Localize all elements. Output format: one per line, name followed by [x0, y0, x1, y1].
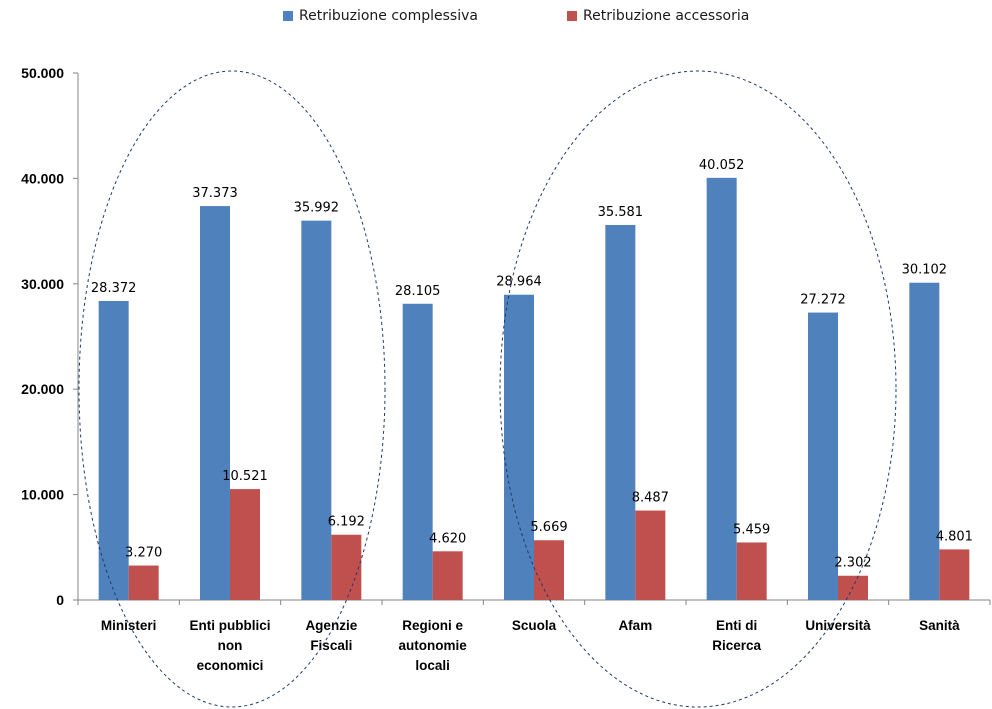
data-label-complessiva: 28.105 — [395, 284, 441, 299]
bar-complessiva — [808, 312, 838, 600]
category-label: Fiscali — [310, 638, 352, 653]
y-tick-label: 30.000 — [21, 276, 64, 292]
bar-complessiva — [200, 206, 230, 601]
bar-complessiva — [909, 282, 940, 600]
category-label: economici — [197, 658, 264, 673]
y-tick-label: 40.000 — [21, 170, 64, 186]
legend-item-accessoria: Retribuzione accessoria — [567, 8, 749, 24]
category-label: Enti di — [716, 618, 757, 633]
bar-accessoria — [534, 540, 564, 600]
data-label-accessoria: 4.620 — [429, 531, 466, 546]
category-label: Ministeri — [101, 618, 157, 633]
legend: Retribuzione complessiva Retribuzione ac… — [0, 8, 992, 32]
data-label-accessoria: 3.270 — [125, 546, 162, 561]
bar-complessiva — [504, 294, 534, 600]
bar-accessoria — [736, 542, 767, 600]
category-label: Regioni e — [402, 618, 463, 633]
data-label-accessoria: 5.459 — [733, 522, 770, 537]
bar-complessiva — [402, 303, 433, 600]
category-label: Università — [805, 618, 871, 633]
legend-label-accessoria: Retribuzione accessoria — [583, 8, 750, 24]
data-label-complessiva: 40.052 — [699, 158, 745, 173]
data-label-complessiva: 37.373 — [192, 186, 238, 201]
annotation-ellipse-right — [499, 70, 897, 708]
y-tick-label: 10.000 — [21, 487, 64, 503]
data-label-complessiva: 30.102 — [902, 263, 948, 278]
bar-complessiva — [706, 177, 737, 600]
category-label: Enti pubblici — [190, 618, 271, 633]
category-label: non — [218, 638, 243, 653]
bar-accessoria — [128, 565, 159, 600]
legend-swatch-accessoria — [567, 11, 577, 21]
bar-accessoria — [230, 489, 260, 600]
bar-accessoria — [939, 549, 970, 600]
data-label-complessiva: 35.992 — [294, 201, 340, 216]
data-label-complessiva: 28.964 — [496, 275, 542, 290]
data-label-accessoria: 6.192 — [328, 515, 365, 530]
category-label: Sanità — [919, 618, 960, 633]
bar-complessiva — [605, 224, 636, 600]
data-label-complessiva: 35.581 — [598, 205, 644, 220]
category-label: locali — [415, 658, 450, 673]
category-label: Agenzie — [305, 618, 357, 633]
bar-accessoria — [432, 551, 463, 600]
bar-complessiva — [301, 220, 332, 600]
data-label-accessoria: 10.521 — [222, 469, 268, 484]
y-tick-label: 0 — [56, 592, 64, 608]
y-tick-label: 20.000 — [21, 381, 64, 397]
bar-complessiva — [98, 300, 129, 600]
category-label: Ricerca — [712, 638, 761, 653]
data-label-accessoria: 8.487 — [632, 491, 669, 506]
category-label: Afam — [618, 618, 652, 633]
data-label-complessiva: 27.272 — [800, 293, 846, 308]
category-label: autonomie — [399, 638, 468, 653]
data-label-accessoria: 5.669 — [530, 520, 567, 535]
bar-accessoria — [635, 510, 666, 600]
legend-swatch-complessiva — [283, 11, 293, 21]
y-tick-label: 50.000 — [21, 65, 64, 81]
category-label: Scuola — [512, 618, 557, 633]
data-label-accessoria: 2.302 — [834, 556, 871, 571]
legend-item-complessiva: Retribuzione complessiva — [283, 8, 478, 24]
legend-label-complessiva: Retribuzione complessiva — [299, 8, 478, 24]
annotation-ellipse-left — [78, 70, 386, 708]
bar-accessoria — [331, 534, 362, 600]
data-label-accessoria: 4.801 — [936, 529, 973, 544]
data-label-complessiva: 28.372 — [91, 281, 137, 296]
